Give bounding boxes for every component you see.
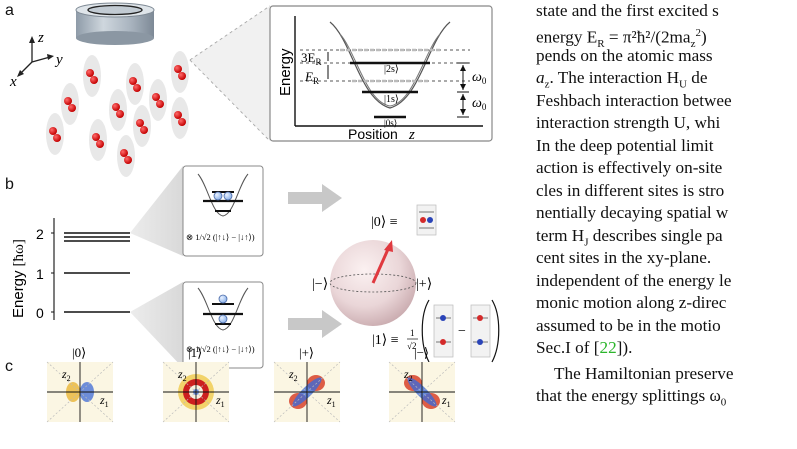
optical-lattice-sites	[46, 51, 189, 177]
upper-level-inset	[182, 165, 264, 257]
axis-z-label: z	[37, 30, 44, 46]
axis-z1: z1	[441, 393, 451, 409]
map-title: |0⟩	[72, 345, 86, 360]
text-line-16: Sec.I of [22]).	[536, 338, 633, 357]
text-line-11: term HJ describes single pa	[536, 226, 723, 249]
text-line-1: state and the first excited s	[536, 1, 719, 20]
state-0s: |0s⟩	[384, 118, 397, 128]
text-line-6: interaction strength U, whi	[536, 113, 721, 132]
axis-z1: z1	[99, 393, 109, 409]
axis-y-label: y	[54, 52, 63, 68]
lattice-site	[126, 63, 144, 105]
state-2s: |2s⟩	[384, 64, 399, 75]
text-line-5: Feshbach interaction betwee	[536, 91, 732, 110]
text-line-17: The Hamiltonian preserve	[554, 364, 734, 383]
lattice-site	[149, 79, 167, 121]
inset-energy-label: Energy	[277, 48, 294, 96]
text-line-15: assumed to be in the motio	[536, 316, 721, 335]
omega-upper: ω0	[472, 70, 487, 86]
text-line-12: cent sites in the xy-plane.	[536, 248, 712, 267]
inset-position-var: z	[408, 127, 415, 143]
text-line-18: that the energy splittings ω0	[536, 386, 727, 409]
tick-1: 1	[36, 266, 44, 282]
panel-b-energy-label: Energy[ħω]	[10, 239, 27, 318]
ket0-label: |0⟩ ≡	[371, 215, 398, 230]
text-line-14: monic motion along z-direc	[536, 293, 727, 312]
bloch-sphere	[329, 240, 417, 326]
state-1s: |1s⟩	[384, 94, 399, 105]
map-one: |1⟩z2 z1	[162, 345, 230, 423]
map-title: |+⟩	[299, 345, 314, 360]
coordinate-axes	[17, 36, 54, 77]
text-line-13: independent of the energy le	[536, 271, 732, 290]
axis-x-label: x	[9, 74, 17, 90]
panel-b-label: b	[5, 176, 14, 193]
lattice-site	[61, 83, 79, 125]
tick-0: 0	[36, 305, 44, 321]
spin-singlet-bottom: ⊗ 1/√2 (|↑↓⟩ − |↓↑⟩)	[186, 344, 255, 354]
axis-z1: z1	[215, 393, 225, 409]
axis-z2: z2	[403, 367, 413, 383]
map-minus: |−⟩z2 z1	[388, 345, 456, 423]
lattice-site	[46, 113, 64, 155]
lattice-site	[171, 51, 189, 93]
ket0-diagram	[416, 204, 437, 236]
axis-z2: z2	[61, 367, 71, 383]
text-line-4: az. The interaction HU de	[536, 68, 708, 91]
spin-singlet-top: ⊗ 1/√2 (|↑↓⟩ − |↓↑⟩)	[186, 232, 255, 242]
lower-level-inset	[182, 281, 264, 369]
ket-minus-label: |−⟩	[312, 277, 328, 292]
ket1-diagram-left	[433, 304, 454, 358]
arrow-to-ket0	[288, 184, 342, 212]
level-3er: 3ER	[301, 50, 321, 67]
lattice-site	[133, 105, 151, 147]
inset-position-label: Position	[348, 126, 398, 142]
ket1-fraction-num: 1	[410, 328, 415, 338]
potential-curve-outer	[329, 21, 451, 109]
map-plus: |+⟩z2 z1	[273, 345, 341, 423]
text-line-3: pends on the atomic mass	[536, 46, 713, 65]
panel-c-label: c	[5, 358, 13, 375]
tick-2: 2	[36, 226, 44, 242]
ket-plus-label: |+⟩	[416, 277, 432, 292]
objective-lens-illustration	[75, 2, 155, 45]
axis-z2: z2	[288, 367, 298, 383]
ket1-diagram-right	[470, 304, 491, 358]
lattice-site	[109, 89, 127, 131]
text-line-8: action is effectively on-site	[536, 158, 723, 177]
ket1-fraction-den: √2	[407, 341, 416, 351]
text-line-7: In the deep potential limit	[536, 136, 714, 155]
lattice-site	[89, 119, 107, 161]
map-title: |−⟩	[414, 345, 429, 360]
level-er: ER	[304, 69, 319, 86]
axis-z2: z2	[177, 367, 187, 383]
lattice-site	[83, 55, 101, 97]
map-title: |1⟩	[188, 345, 202, 360]
lattice-site	[117, 135, 135, 177]
body-text-column: state and the first excited s energy ER …	[536, 0, 797, 449]
figure-svg: z y x	[9, 2, 500, 423]
panel-a-label: a	[5, 2, 14, 19]
figure: a b c	[5, 2, 500, 423]
lattice-site	[171, 97, 189, 139]
text-line-9: cles in different sites is stro	[536, 181, 725, 200]
axis-z1: z1	[326, 393, 336, 409]
ket1-label: |1⟩ ≡	[372, 333, 399, 348]
text-line-10: nentially decaying spatial w	[536, 203, 729, 222]
text-line-2: energy ER = π²ħ²/(2maz2)	[536, 27, 707, 51]
omega-lower: ω0	[472, 96, 487, 112]
ket1-minus: −	[458, 324, 466, 339]
map-zero: |0⟩z2 z1	[46, 345, 114, 423]
arrow-to-ket1	[288, 310, 342, 338]
citation-link[interactable]: 22	[599, 338, 617, 357]
energy-inset-frame	[269, 5, 493, 142]
